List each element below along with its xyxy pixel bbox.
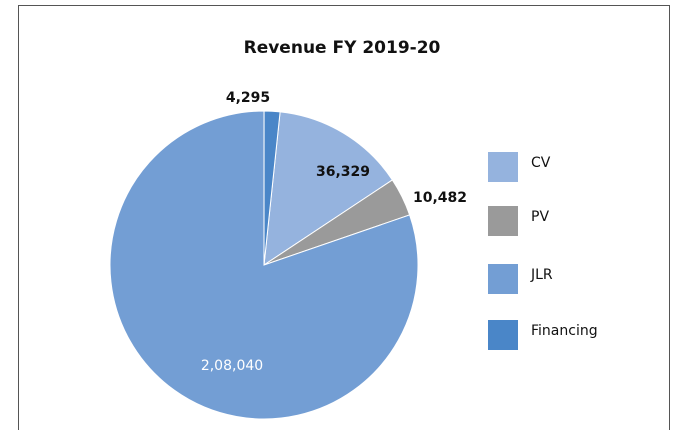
legend-label: Financing: [531, 323, 598, 339]
pie-slice: [263, 111, 394, 267]
legend-swatch: [488, 264, 518, 294]
legend-label: CV: [531, 155, 551, 171]
pie-slice: [263, 110, 281, 266]
data-label: 10,482: [413, 190, 467, 206]
legend-label: PV: [531, 209, 549, 225]
data-label: 2,08,040: [201, 358, 263, 374]
data-label: 4,295: [226, 90, 270, 106]
legend-swatch: [488, 152, 518, 182]
legend-swatch: [488, 320, 518, 350]
legend-label: JLR: [530, 267, 553, 283]
pie-slice: [109, 110, 419, 420]
legend-swatch: [488, 206, 518, 236]
data-label: 36,329: [316, 164, 370, 180]
chart-title: Revenue FY 2019-20: [244, 38, 441, 58]
